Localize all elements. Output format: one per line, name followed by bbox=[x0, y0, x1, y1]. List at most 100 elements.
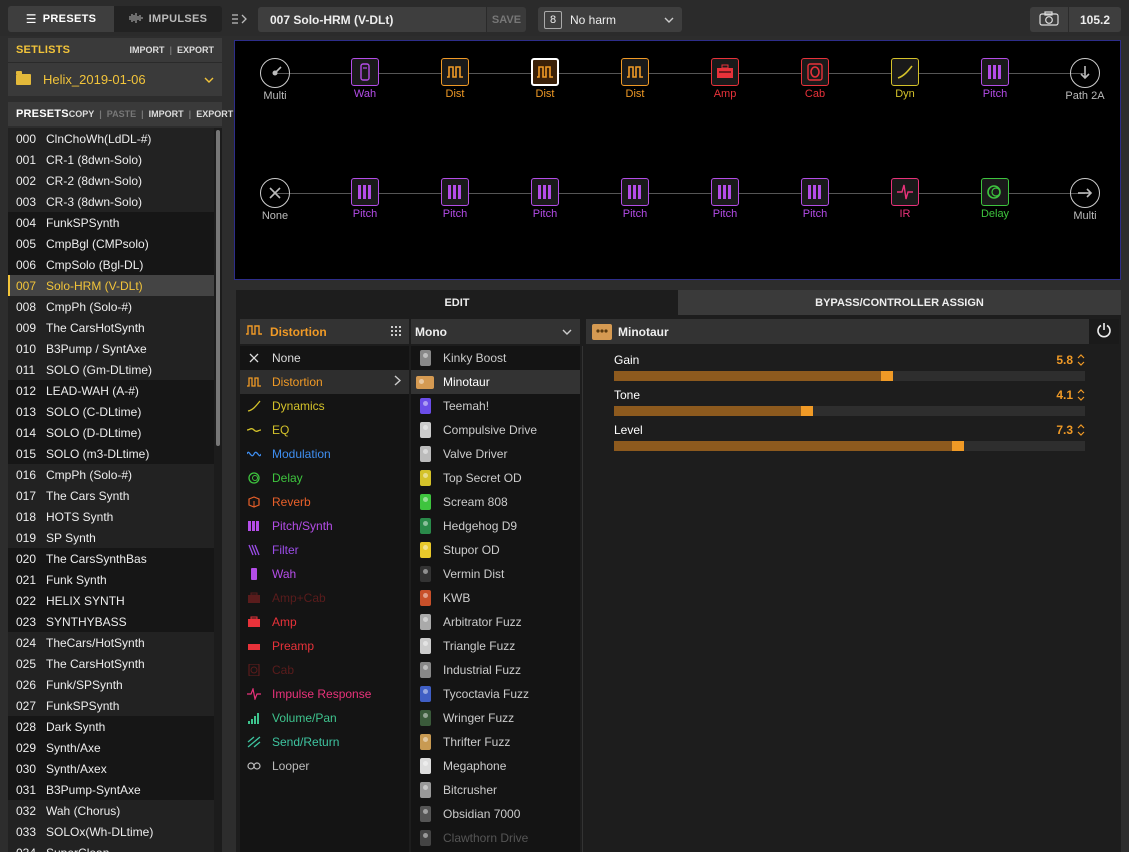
preset-row[interactable]: 010 B3Pump / SyntAxe bbox=[8, 338, 214, 359]
preset-row[interactable]: 002 CR-2 (8dwn-Solo) bbox=[8, 170, 214, 191]
signal-block-pitch[interactable]: Pitch bbox=[595, 178, 675, 220]
preset-row[interactable]: 017 The Cars Synth bbox=[8, 485, 214, 506]
category-item-distortion[interactable]: Distortion bbox=[240, 370, 409, 394]
tab-edit[interactable]: EDIT bbox=[236, 290, 678, 315]
signal-block-pitch[interactable]: Pitch bbox=[685, 178, 765, 220]
setlist-import-button[interactable]: IMPORT bbox=[129, 45, 165, 55]
signal-block-pitch[interactable]: Pitch bbox=[325, 178, 405, 220]
signal-block-path-2a[interactable]: Path 2A bbox=[1045, 58, 1125, 102]
category-item-impulse-response[interactable]: Impulse Response bbox=[240, 682, 409, 706]
category-item-cab[interactable]: Cab bbox=[240, 658, 409, 682]
model-item[interactable]: Teemah! bbox=[411, 394, 580, 418]
preset-row[interactable]: 007 Solo-HRM (V-DLt) bbox=[8, 275, 214, 296]
preset-row[interactable]: 021 Funk Synth bbox=[8, 569, 214, 590]
signal-block-dist[interactable]: Dist bbox=[415, 58, 495, 100]
power-button[interactable] bbox=[1089, 319, 1119, 344]
preset-row[interactable]: 025 The CarsHotSynth bbox=[8, 653, 214, 674]
preset-row[interactable]: 030 Synth/Axex bbox=[8, 758, 214, 779]
model-item[interactable]: Bitcrusher bbox=[411, 778, 580, 802]
category-item-eq[interactable]: EQ bbox=[240, 418, 409, 442]
signal-block-none[interactable]: None bbox=[235, 178, 315, 222]
signal-block-ir[interactable]: IR bbox=[865, 178, 945, 220]
camera-button[interactable] bbox=[1030, 7, 1068, 32]
model-item[interactable]: KWB bbox=[411, 586, 580, 610]
param-value[interactable]: 7.3 bbox=[1056, 423, 1073, 437]
param-value[interactable]: 5.8 bbox=[1056, 353, 1073, 367]
preset-nav-icon[interactable] bbox=[232, 8, 254, 30]
spinner-arrows-icon[interactable] bbox=[1077, 388, 1085, 403]
preset-row[interactable]: 027 FunkSPSynth bbox=[8, 695, 214, 716]
category-item-volume-pan[interactable]: Volume/Pan bbox=[240, 706, 409, 730]
model-item[interactable]: Clawthorn Drive bbox=[411, 826, 580, 850]
preset-row[interactable]: 026 Funk/SPSynth bbox=[8, 674, 214, 695]
preset-row[interactable]: 018 HOTS Synth bbox=[8, 506, 214, 527]
signal-block-amp[interactable]: Amp bbox=[685, 58, 765, 100]
setlist-export-button[interactable]: EXPORT bbox=[176, 45, 214, 55]
paste-button[interactable]: PASTE bbox=[106, 109, 137, 119]
param-slider[interactable] bbox=[614, 406, 1085, 416]
preset-row[interactable]: 013 SOLO (C-DLtime) bbox=[8, 401, 214, 422]
model-item[interactable]: Obsidian 7000 bbox=[411, 802, 580, 826]
preset-row[interactable]: 015 SOLO (m3-DLtime) bbox=[8, 443, 214, 464]
setlist-dropdown[interactable]: Helix_2019-01-06 bbox=[8, 62, 222, 96]
signal-block-dyn[interactable]: Dyn bbox=[865, 58, 945, 100]
preset-row[interactable]: 012 LEAD-WAH (A-#) bbox=[8, 380, 214, 401]
model-item[interactable]: Megaphone bbox=[411, 754, 580, 778]
category-item-preamp[interactable]: Preamp bbox=[240, 634, 409, 658]
grid-view-icon[interactable] bbox=[391, 325, 401, 339]
model-item[interactable]: Kinky Boost bbox=[411, 346, 580, 370]
model-item[interactable]: Thrifter Fuzz bbox=[411, 730, 580, 754]
category-header[interactable]: Distortion bbox=[240, 319, 409, 344]
signal-block-multi[interactable]: Multi bbox=[1045, 178, 1125, 222]
model-item[interactable]: Arbitrator Fuzz bbox=[411, 610, 580, 634]
snapshot-select[interactable]: 8 No harm bbox=[538, 7, 682, 32]
signal-block-multi[interactable]: Multi bbox=[235, 58, 315, 102]
tempo-display[interactable]: 105.2 bbox=[1069, 7, 1121, 32]
category-item-none[interactable]: None bbox=[240, 346, 409, 370]
preset-row[interactable]: 014 SOLO (D-DLtime) bbox=[8, 422, 214, 443]
preset-row[interactable]: 024 TheCars/HotSynth bbox=[8, 632, 214, 653]
preset-name-field[interactable]: 007 Solo-HRM (V-DLt) bbox=[258, 7, 486, 32]
spinner-arrows-icon[interactable] bbox=[1077, 353, 1085, 368]
category-item-filter[interactable]: Filter bbox=[240, 538, 409, 562]
model-item[interactable]: Scream 808 bbox=[411, 490, 580, 514]
preset-row[interactable]: 005 CmpBgl (CMPsolo) bbox=[8, 233, 214, 254]
tab-bypass-controller-assign[interactable]: BYPASS/CONTROLLER ASSIGN bbox=[678, 290, 1121, 315]
model-item[interactable]: Industrial Fuzz bbox=[411, 658, 580, 682]
model-item[interactable]: Tycoctavia Fuzz bbox=[411, 682, 580, 706]
preset-row[interactable]: 019 SP Synth bbox=[8, 527, 214, 548]
preset-row[interactable]: 016 CmpPh (Solo-#) bbox=[8, 464, 214, 485]
category-item-delay[interactable]: Delay bbox=[240, 466, 409, 490]
param-slider[interactable] bbox=[614, 441, 1085, 451]
preset-import-button[interactable]: IMPORT bbox=[148, 109, 184, 119]
category-item-reverb[interactable]: Reverb bbox=[240, 490, 409, 514]
param-slider-thumb[interactable] bbox=[881, 371, 894, 381]
signal-block-wah[interactable]: Wah bbox=[325, 58, 405, 100]
signal-block-dist[interactable]: Dist bbox=[595, 58, 675, 100]
param-value[interactable]: 4.1 bbox=[1056, 388, 1073, 402]
signal-block-pitch[interactable]: Pitch bbox=[505, 178, 585, 220]
model-item[interactable]: Minotaur bbox=[411, 370, 580, 394]
preset-row[interactable]: 029 Synth/Axe bbox=[8, 737, 214, 758]
preset-row[interactable]: 033 SOLOx(Wh-DLtime) bbox=[8, 821, 214, 842]
preset-row[interactable]: 032 Wah (Chorus) bbox=[8, 800, 214, 821]
preset-list-scroll-thumb[interactable] bbox=[216, 130, 220, 446]
preset-row[interactable]: 001 CR-1 (8dwn-Solo) bbox=[8, 149, 214, 170]
model-item[interactable]: Triangle Fuzz bbox=[411, 634, 580, 658]
category-item-send-return[interactable]: Send/Return bbox=[240, 730, 409, 754]
category-item-wah[interactable]: Wah bbox=[240, 562, 409, 586]
model-item[interactable]: Valve Driver bbox=[411, 442, 580, 466]
copy-button[interactable]: COPY bbox=[68, 109, 95, 119]
tab-impulses[interactable]: IMPULSES bbox=[114, 6, 222, 32]
preset-row[interactable]: 034SuperClean bbox=[8, 842, 214, 852]
signal-block-pitch[interactable]: Pitch bbox=[955, 58, 1035, 100]
param-slider[interactable] bbox=[614, 371, 1085, 381]
model-item[interactable]: Vermin Dist bbox=[411, 562, 580, 586]
preset-row[interactable]: 028 Dark Synth bbox=[8, 716, 214, 737]
preset-row[interactable]: 006 CmpSolo (Bgl-DL) bbox=[8, 254, 214, 275]
preset-list-scrollbar[interactable] bbox=[214, 128, 222, 852]
preset-export-button[interactable]: EXPORT bbox=[196, 109, 234, 119]
model-subcategory-select[interactable]: Mono bbox=[411, 319, 580, 344]
preset-row[interactable]: 022 HELIX SYNTH bbox=[8, 590, 214, 611]
model-item[interactable]: Compulsive Drive bbox=[411, 418, 580, 442]
